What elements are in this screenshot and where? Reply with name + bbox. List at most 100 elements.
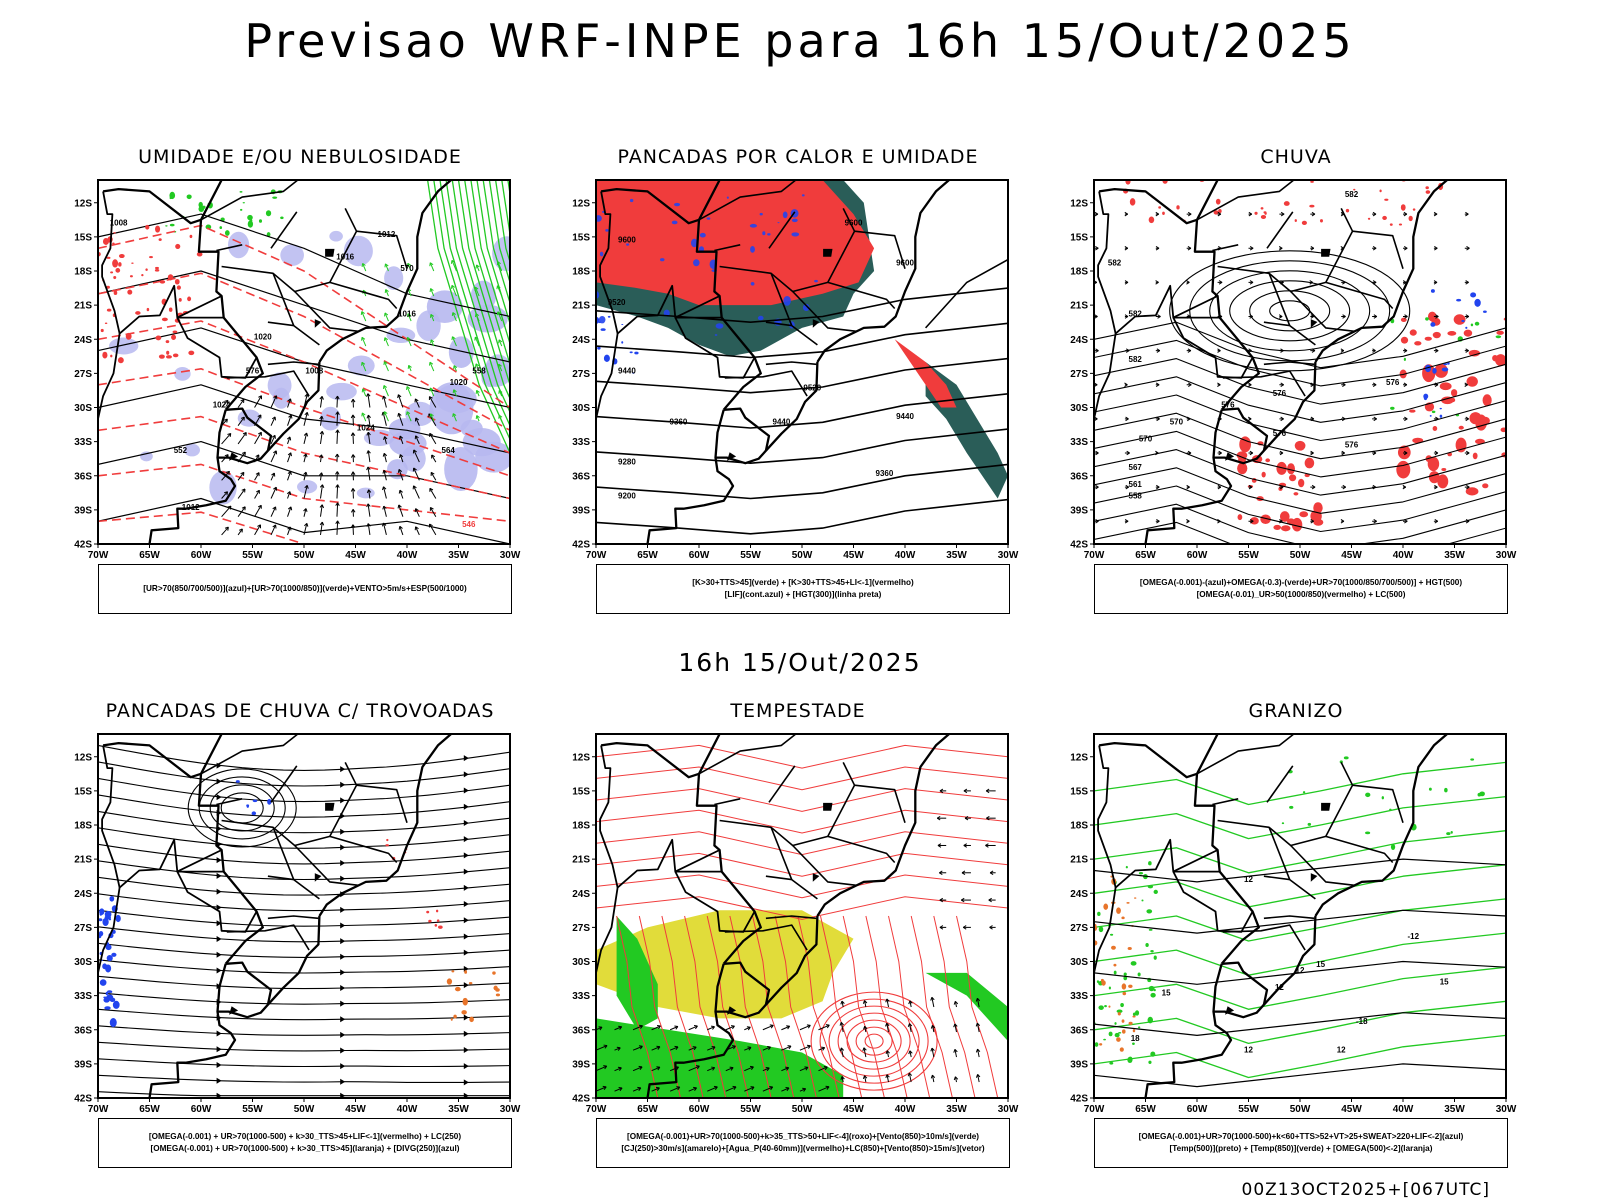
- streamline-arrow: [216, 1062, 222, 1069]
- wind-vector: [287, 471, 292, 481]
- lat-tick-label: 21S: [74, 855, 92, 866]
- wind-vector: [474, 286, 480, 297]
- wind-vector: [336, 520, 339, 535]
- wind-vector: [383, 470, 387, 481]
- lon-tick-label: 30W: [1496, 550, 1517, 561]
- shaded-cell: [1132, 1015, 1136, 1018]
- wind-vector: [399, 489, 404, 499]
- shaded-cell: [1108, 986, 1111, 990]
- shaded-cell: [600, 328, 606, 331]
- lat-tick-label: 42S: [74, 540, 92, 551]
- contour-label: 576: [246, 366, 260, 375]
- wind-vector: [319, 504, 323, 517]
- lat-tick-label: 30S: [74, 403, 92, 414]
- shaded-cell: [1408, 215, 1413, 222]
- shaded-cell: [1176, 205, 1180, 210]
- contour-label: 558: [472, 366, 486, 375]
- contour-line: [1094, 376, 1506, 423]
- shaded-cell: [1103, 1038, 1107, 1041]
- wind-vector: [385, 289, 389, 297]
- streamline-arrow: [216, 1046, 222, 1053]
- lon-tick-label: 55W: [1238, 550, 1259, 561]
- streamline-arrow: [340, 1047, 346, 1054]
- shaded-cell: [258, 219, 263, 223]
- contour-line: [1094, 485, 1506, 533]
- lat-tick-label: 24S: [1070, 889, 1088, 900]
- wind-vector: [430, 314, 435, 322]
- shaded-cell: [1104, 1005, 1107, 1008]
- shaded-cell: [1123, 976, 1128, 981]
- wind-vector: [954, 1049, 957, 1058]
- shaded-cell: [1263, 211, 1267, 214]
- legend-line: [OMEGA(-0.001)+UR>70(1000-500)+k>35_TTS>…: [627, 1132, 979, 1141]
- lon-tick-label: 60W: [689, 550, 710, 561]
- streamline-arrow: [340, 969, 346, 976]
- lon-tick-label: 60W: [689, 1104, 710, 1115]
- shaded-cell: [252, 799, 258, 803]
- panel-title: UMIDADE E/OU NEBULOSIDADE: [138, 146, 462, 168]
- wind-vector: [384, 312, 389, 322]
- shaded-cell: [1280, 525, 1291, 532]
- shaded-cell: [1294, 219, 1297, 222]
- streamline-arrow: [463, 787, 469, 794]
- lon-tick-label: 50W: [792, 550, 813, 561]
- shaded-cell: [155, 335, 162, 341]
- shaded-cell: [172, 353, 179, 358]
- shaded-cell: [464, 970, 468, 974]
- shaded-cell: [1150, 992, 1156, 998]
- contour-label: 1008: [305, 366, 323, 375]
- wind-vector: [270, 435, 276, 445]
- shaded-cell: [1118, 1031, 1122, 1034]
- shaded-cell: [1260, 207, 1264, 210]
- shaded-cell: [598, 315, 606, 324]
- streamline-arrow: [216, 935, 222, 942]
- shaded-cell: [1472, 452, 1478, 460]
- contour-line: [774, 915, 817, 1098]
- wind-vector: [451, 285, 457, 297]
- shaded-cell: [343, 235, 373, 267]
- lat-tick-label: 18S: [1070, 267, 1088, 278]
- shaded-cell: [446, 978, 453, 985]
- wind-vector: [931, 1025, 935, 1033]
- contour-line: [596, 766, 1008, 791]
- wind-vector: [452, 413, 457, 422]
- contour-label: 12: [1337, 1046, 1346, 1055]
- lon-tick-label: 30W: [998, 550, 1019, 561]
- legend-line: [LIF](cont.azul) + [HGT(300)](linha pret…: [724, 590, 882, 599]
- contour-line: [638, 915, 681, 1098]
- wind-vector: [413, 467, 420, 481]
- shaded-cell: [1116, 907, 1121, 914]
- shaded-cell: [1424, 336, 1432, 341]
- wind-vector: [864, 1000, 867, 1008]
- shaded-cell: [629, 198, 634, 203]
- wind-vector: [303, 485, 308, 499]
- contour-line: [1094, 1034, 1506, 1079]
- shaded-cell: [777, 222, 780, 224]
- lat-tick-label: 15S: [74, 232, 92, 243]
- streamline-arrow: [463, 1079, 469, 1086]
- shaded-cell: [1148, 1060, 1152, 1064]
- lat-tick-label: 39S: [74, 1059, 92, 1070]
- contour-line: [596, 287, 1008, 323]
- legend-line: [K>30+TTS>45](verde) + [K>30+TTS>45+LI<-…: [692, 578, 914, 587]
- wind-vector: [397, 394, 404, 408]
- shaded-cell: [105, 944, 112, 951]
- contour-label: 567: [1129, 463, 1143, 472]
- lon-tick-label: 55W: [740, 1104, 761, 1115]
- shaded-cell: [99, 912, 103, 916]
- shaded-cell: [1431, 410, 1436, 414]
- shaded-cell: [1381, 796, 1384, 800]
- contour-line: [439, 180, 510, 428]
- wind-vector: [270, 506, 277, 517]
- streamline-arrow: [463, 852, 469, 859]
- shaded-cell: [1302, 791, 1306, 794]
- shaded-cell: [239, 208, 243, 211]
- contour-label: 9600: [845, 219, 863, 228]
- contour-line: [837, 1012, 911, 1070]
- shaded-cell: [158, 354, 165, 359]
- streamline-arrow: [463, 1092, 469, 1098]
- lon-tick-label: 40W: [397, 1104, 418, 1115]
- shaded-cell: [802, 303, 810, 311]
- geography: [98, 180, 453, 544]
- contour-label: 1020: [254, 332, 272, 341]
